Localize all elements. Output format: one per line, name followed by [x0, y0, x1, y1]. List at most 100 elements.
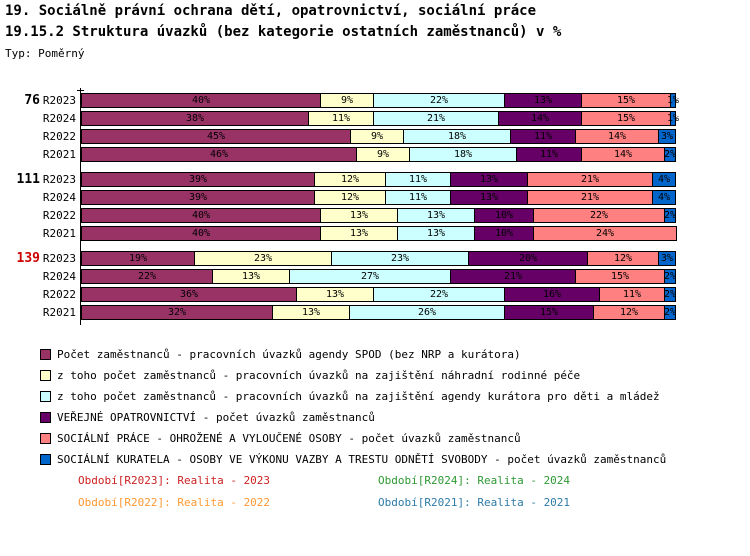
bar-segment: 2% — [664, 287, 676, 302]
bar-segment: 15% — [581, 111, 671, 126]
segment-value-label: 2% — [663, 289, 677, 300]
bar-segment: 39% — [81, 190, 315, 205]
bar-row: 40% 13% 13% 10% 22% 2% — [81, 208, 682, 223]
segment-value-label: 2% — [663, 307, 677, 318]
segment-value-label: 13% — [349, 228, 369, 239]
legend-label: SOCIÁLNÍ KURATELA - OSOBY VE VÝKONU VAZB… — [57, 453, 667, 466]
bar-row: 39% 12% 11% 13% 21% 4% — [81, 190, 682, 205]
bar-segment: 4% — [652, 190, 676, 205]
legend-label: VEŘEJNÉ OPATROVNICTVÍ - počet úvazků zam… — [57, 411, 375, 424]
segment-value-label: 18% — [447, 131, 467, 142]
segment-value-label: 13% — [479, 192, 499, 203]
segment-value-label: 11% — [622, 289, 642, 300]
legend-swatch — [40, 412, 51, 423]
bar-row: 32% 13% 26% 15% 12% 2% — [81, 305, 682, 320]
segment-value-label: 22% — [589, 210, 609, 221]
bar-segment: 15% — [504, 305, 594, 320]
bar-row: 39% 12% 11% 13% 21% 4% — [81, 172, 682, 187]
bar-segment: 22% — [373, 287, 505, 302]
bar-segment: 12% — [314, 172, 386, 187]
segment-value-label: 10% — [494, 228, 514, 239]
segment-value-label: 23% — [253, 253, 273, 264]
bar-row: 38% 11% 21% 14% 15% 1% — [81, 111, 682, 126]
segment-value-label: 14% — [530, 113, 550, 124]
segment-value-label: 13% — [426, 228, 446, 239]
bar-segment: 24% — [533, 226, 677, 241]
segment-value-label: 21% — [580, 192, 600, 203]
bar-segment: 13% — [320, 208, 398, 223]
segment-value-label: 27% — [360, 271, 380, 282]
bar-row: 36% 13% 22% 16% 11% 2% — [81, 287, 682, 302]
report-title: 19. Sociálně právní ochrana dětí, opatro… — [5, 3, 537, 19]
segment-value-label: 21% — [426, 113, 446, 124]
bar-segment: 12% — [593, 305, 665, 320]
segment-value-label: 4% — [657, 174, 671, 185]
bar-segment: 12% — [314, 190, 386, 205]
segment-value-label: 45% — [206, 131, 226, 142]
segment-value-label: 40% — [191, 95, 211, 106]
bar-segment: 10% — [474, 226, 534, 241]
segment-value-label: 46% — [209, 149, 229, 160]
period-label: R2021 — [42, 227, 76, 240]
bar-row: 45% 9% 18% 11% 14% 3% — [81, 129, 682, 144]
legend-swatch — [40, 349, 51, 360]
bar-segment: 39% — [81, 172, 315, 187]
period-label: R2022 — [42, 130, 76, 143]
bar-row: 22% 13% 27% 21% 15% 2% — [81, 269, 682, 284]
legend-label: SOCIÁLNÍ PRÁCE - OHROŽENÉ A VYLOUČENÉ OS… — [57, 432, 521, 445]
legend-item: Počet zaměstnanců - pracovních úvazků ag… — [40, 344, 666, 365]
bar-segment: 2% — [664, 147, 676, 162]
bar-segment: 18% — [403, 129, 511, 144]
bar-segment: 26% — [349, 305, 505, 320]
bar-segment: 20% — [468, 251, 588, 266]
segment-value-label: 12% — [619, 307, 639, 318]
period-definition: Období[R2023]: Realita - 2023 — [78, 474, 271, 487]
bar-segment: 22% — [81, 269, 213, 284]
bar-segment: 40% — [81, 208, 321, 223]
bar-segment: 10% — [474, 208, 534, 223]
period-label: R2023 — [42, 94, 76, 107]
bar-row: 46% 9% 18% 11% 14% 2% — [81, 147, 682, 162]
period-label: R2024 — [42, 191, 76, 204]
segment-value-label: 39% — [188, 174, 208, 185]
bar-segment: 15% — [575, 269, 665, 284]
segment-value-label: 12% — [340, 192, 360, 203]
bar-segment: 16% — [504, 287, 600, 302]
bar-segment: 11% — [516, 147, 582, 162]
segment-value-label: 10% — [494, 210, 514, 221]
bar-segment: 21% — [373, 111, 499, 126]
bar-segment: 11% — [308, 111, 374, 126]
legend-item: VEŘEJNÉ OPATROVNICTVÍ - počet úvazků zam… — [40, 407, 666, 428]
bar-segment: 11% — [510, 129, 576, 144]
group-total-label: 139 — [16, 251, 40, 266]
bar-segment: 2% — [664, 305, 676, 320]
bar-segment: 23% — [331, 251, 469, 266]
segment-value-label: 40% — [191, 210, 211, 221]
legend-swatch — [40, 370, 51, 381]
bar-row: 19% 23% 23% 20% 12% 3% — [81, 251, 682, 266]
bar-segment: 15% — [581, 93, 671, 108]
bar-segment: 13% — [397, 208, 475, 223]
segment-value-label: 24% — [595, 228, 615, 239]
bar-segment: 21% — [450, 269, 576, 284]
bar-segment: 27% — [289, 269, 451, 284]
segment-value-label: 11% — [331, 113, 351, 124]
segment-value-label: 4% — [657, 192, 671, 203]
segment-value-label: 39% — [188, 192, 208, 203]
segment-value-label: 38% — [185, 113, 205, 124]
segment-value-label: 11% — [539, 149, 559, 160]
bar-segment: 12% — [587, 251, 659, 266]
legend-item: SOCIÁLNÍ KURATELA - OSOBY VE VÝKONU VAZB… — [40, 449, 666, 470]
bar-segment: 13% — [296, 287, 374, 302]
bar-segment: 9% — [320, 93, 374, 108]
bar-segment: 1% — [667, 111, 679, 126]
segment-value-label: 12% — [613, 253, 633, 264]
segment-value-label: 19% — [128, 253, 148, 264]
legend-swatch — [40, 391, 51, 402]
segment-value-label: 3% — [660, 131, 674, 142]
bar-segment: 14% — [581, 147, 665, 162]
segment-value-label: 15% — [610, 271, 630, 282]
segment-value-label: 15% — [616, 95, 636, 106]
bar-segment: 38% — [81, 111, 309, 126]
bar-segment: 22% — [373, 93, 505, 108]
